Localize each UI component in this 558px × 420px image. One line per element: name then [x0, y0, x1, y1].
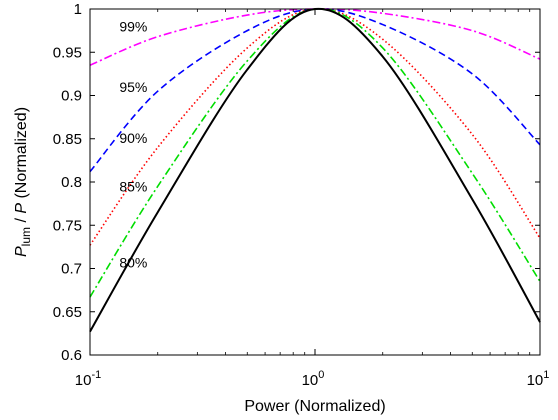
series-line-99pct — [89, 8, 541, 66]
x-tick-label: 100 — [302, 369, 325, 389]
curve-label: 90% — [119, 130, 147, 146]
curve-label: 99% — [119, 18, 147, 34]
x-tick-label: 101 — [527, 369, 550, 389]
y-tick-label: 0.75 — [53, 217, 82, 234]
y-axis-label: Plum / P (Normalized) — [13, 107, 33, 257]
y-tick-label: 0.6 — [61, 347, 82, 364]
y-tick-label: 0.95 — [53, 44, 82, 61]
y-axis-label-p: P — [13, 246, 30, 257]
y-tick-label: 1 — [74, 1, 82, 18]
y-axis-label-slash: / — [13, 214, 30, 227]
series-line-90pct — [89, 8, 541, 246]
tick-layer: 0.6 0.65 0.7 0.75 0.8 0.85 0.9 0.95 1 10-1 100 101 — [53, 1, 550, 389]
series-layer — [89, 7, 541, 333]
y-axis-label-subscript: lum — [19, 227, 33, 246]
y-tick-label: 0.7 — [61, 261, 82, 278]
y-tick-label: 0.9 — [61, 88, 82, 105]
y-axis-label-p2: P — [13, 203, 30, 214]
plot-frame — [89, 8, 541, 356]
y-axis-label-rest: (Normalized) — [13, 107, 30, 203]
series-line-80pct — [89, 7, 541, 333]
annotation-layer: 99% 95% 90% 85% 80% — [119, 18, 147, 270]
y-tick-label: 0.8 — [61, 174, 82, 191]
curve-label: 95% — [119, 79, 147, 95]
x-axis-label: Power (Normalized) — [244, 398, 385, 415]
curve-label: 85% — [119, 179, 147, 195]
x-tick-label: 10-1 — [75, 369, 101, 389]
curve-label: 80% — [119, 255, 147, 271]
y-tick-label: 0.65 — [53, 304, 82, 321]
y-tick-label: 0.85 — [53, 131, 82, 148]
series-line-95pct — [89, 8, 541, 173]
series-line-85pct — [89, 8, 541, 298]
